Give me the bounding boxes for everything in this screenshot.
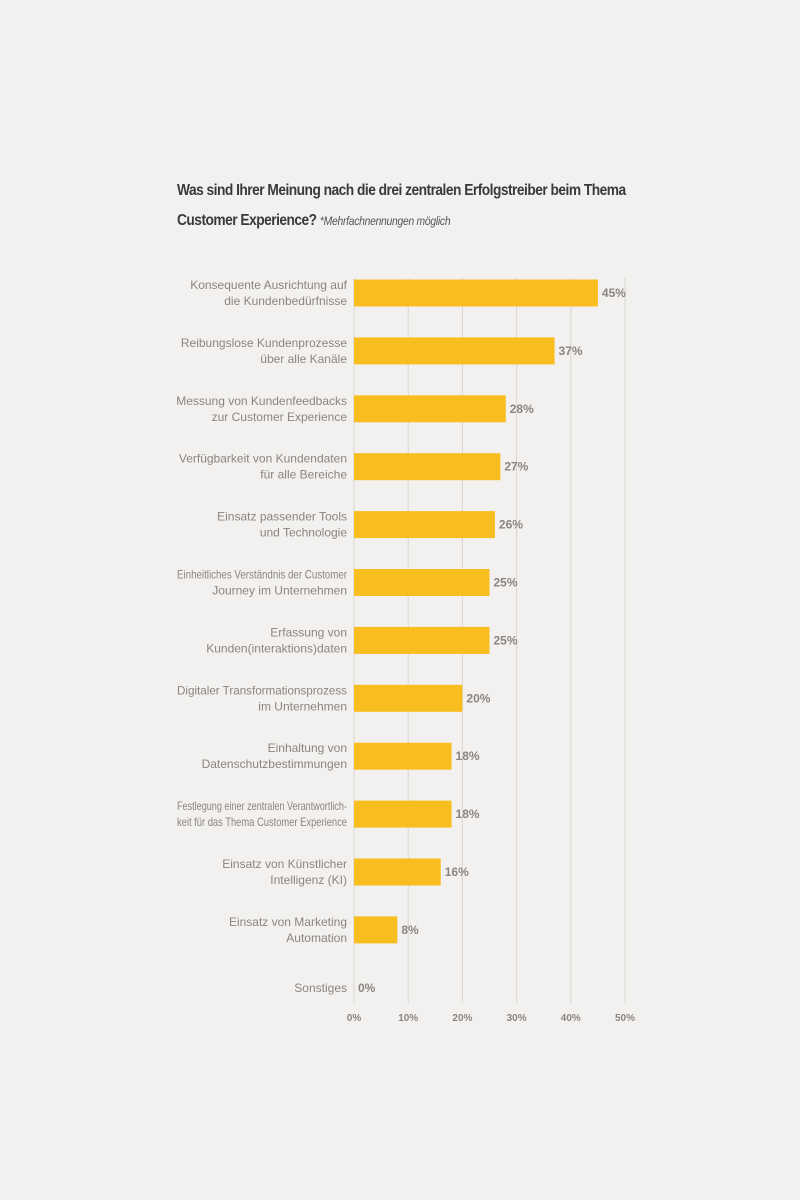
category-label: Konsequente Ausrichtung auf xyxy=(190,278,347,292)
x-tick-label: 50% xyxy=(615,1013,635,1024)
category-label: Einheitliches Verständnis der Customer xyxy=(177,568,347,582)
value-label: 8% xyxy=(401,923,419,937)
value-label: 18% xyxy=(456,807,480,821)
chart-title-text-2: Customer Experience? xyxy=(177,212,317,229)
category-label: Einsatz passender Tools xyxy=(217,510,347,524)
chart-title: Was sind Ihrer Meinung nach die drei zen… xyxy=(177,176,637,236)
value-label: 37% xyxy=(559,344,583,358)
chart-title-note: *Mehrfachnennungen möglich xyxy=(319,214,451,228)
x-axis-ticks: 0% 10% 20% 30% 40% 50% xyxy=(347,1013,635,1024)
chart-title-line-2: Customer Experience? *Mehrfachnennungen … xyxy=(177,206,573,236)
x-tick-label: 10% xyxy=(398,1013,418,1024)
value-label: 20% xyxy=(466,691,490,705)
bar xyxy=(354,800,452,828)
x-tick-label: 30% xyxy=(507,1013,527,1024)
bar xyxy=(354,395,506,423)
bar xyxy=(354,742,452,770)
category-label: Intelligenz (KI) xyxy=(270,873,347,887)
bar xyxy=(354,453,501,481)
value-label: 16% xyxy=(445,865,469,879)
category-label: Datenschutzbestimmungen xyxy=(202,757,347,771)
category-labels: Konsequente Ausrichtung auf die Kundenbed… xyxy=(176,278,347,995)
category-label: keit für das Thema Customer Experience xyxy=(177,815,347,829)
category-label: Kunden(interaktions)daten xyxy=(206,641,347,655)
chart-title-line-1: Was sind Ihrer Meinung nach die drei zen… xyxy=(177,182,626,199)
bars xyxy=(354,279,598,944)
value-label: 25% xyxy=(494,576,518,590)
bar xyxy=(354,337,555,365)
value-label: 28% xyxy=(510,402,534,416)
bar xyxy=(354,569,490,596)
category-label: Journey im Unternehmen xyxy=(212,584,347,598)
category-label: Automation xyxy=(286,931,347,945)
bar xyxy=(354,684,463,712)
value-label: 45% xyxy=(602,286,626,300)
category-label: Messung von Kundenfeedbacks xyxy=(176,394,347,408)
value-label: 18% xyxy=(456,749,480,763)
x-tick-label: 40% xyxy=(561,1013,581,1024)
x-tick-label: 0% xyxy=(347,1013,362,1024)
value-label: 25% xyxy=(494,633,518,647)
value-label: 26% xyxy=(499,518,523,532)
category-label: Festlegung einer zentralen Verantwortlic… xyxy=(177,799,347,813)
category-label: Verfügbarkeit von Kundendaten xyxy=(179,452,347,466)
category-label: über alle Kanäle xyxy=(260,352,347,366)
category-label: die Kundenbedürfnisse xyxy=(224,294,347,308)
bar xyxy=(354,279,598,307)
category-label: im Unternehmen xyxy=(258,699,347,713)
bar xyxy=(354,626,490,654)
category-label: Einhaltung von xyxy=(268,741,347,755)
bar xyxy=(354,916,398,944)
category-label: Reibungslose Kundenprozesse xyxy=(181,336,347,350)
category-label: Einsatz von Marketing xyxy=(229,915,347,929)
value-labels: 45% 37% 28% 27% 26% 25% 25% 20% 18% 18% 16% 8% 0% xyxy=(358,286,626,995)
bar xyxy=(354,858,441,886)
value-label: 0% xyxy=(358,981,376,995)
x-tick-label: 20% xyxy=(452,1013,472,1024)
category-label: für alle Bereiche xyxy=(260,468,347,482)
category-label: Erfassung von xyxy=(270,625,347,639)
category-label: Sonstiges xyxy=(294,981,347,995)
category-label: und Technologie xyxy=(260,526,348,540)
category-label: Einsatz von Künstlicher xyxy=(222,857,347,871)
bar xyxy=(354,511,495,539)
category-label: Digitaler Transformationsprozess xyxy=(177,683,347,697)
value-label: 27% xyxy=(504,460,528,474)
category-label: zur Customer Experience xyxy=(212,410,348,424)
